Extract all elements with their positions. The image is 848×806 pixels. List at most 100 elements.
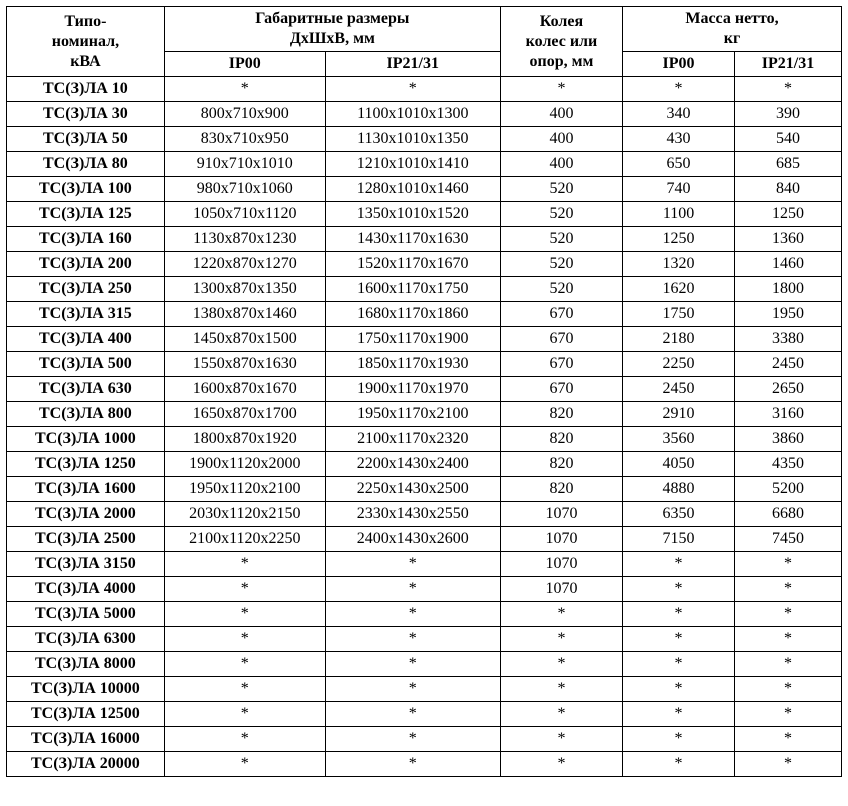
cell-model: ТС(З)ЛА 125 <box>7 202 165 227</box>
table-row: ТС(З)ЛА 50830х710х9501130х1010х135040043… <box>7 127 842 152</box>
cell-mass-ip21: 1800 <box>735 277 842 302</box>
header-dim-ip00: IP00 <box>164 52 325 77</box>
cell-model: ТС(З)ЛА 2000 <box>7 502 165 527</box>
cell-wheel: * <box>500 752 622 777</box>
cell-mass-ip21: * <box>735 677 842 702</box>
cell-dim-ip21: 1680х1170х1860 <box>325 302 500 327</box>
table-row: ТС(З)ЛА 25002100х1120х22502400х1430х2600… <box>7 527 842 552</box>
cell-dim-ip21: 1210х1010х1410 <box>325 152 500 177</box>
table-row: ТС(З)ЛА 3151380х870х14601680х1170х186067… <box>7 302 842 327</box>
cell-dim-ip00: * <box>164 652 325 677</box>
cell-mass-ip21: * <box>735 652 842 677</box>
cell-dim-ip21: 1600х1170х1750 <box>325 277 500 302</box>
header-mass-ip00: IP00 <box>623 52 735 77</box>
cell-wheel: 520 <box>500 277 622 302</box>
cell-mass-ip21: * <box>735 627 842 652</box>
cell-model: ТС(З)ЛА 630 <box>7 377 165 402</box>
table-row: ТС(З)ЛА 30800х710х9001100х1010х130040034… <box>7 102 842 127</box>
header-wheel-line2: колес или <box>526 33 598 50</box>
cell-model: ТС(З)ЛА 400 <box>7 327 165 352</box>
cell-model: ТС(З)ЛА 3150 <box>7 552 165 577</box>
cell-model: ТС(З)ЛА 2500 <box>7 527 165 552</box>
cell-mass-ip21: 840 <box>735 177 842 202</box>
header-dim-ip21: IP21/31 <box>325 52 500 77</box>
table-row: ТС(З)ЛА 20002030х1120х21502330х1430х2550… <box>7 502 842 527</box>
cell-model: ТС(З)ЛА 1000 <box>7 427 165 452</box>
cell-dim-ip00: 1450х870х1500 <box>164 327 325 352</box>
cell-wheel: 820 <box>500 452 622 477</box>
cell-dim-ip00: 2100х1120х2250 <box>164 527 325 552</box>
cell-dim-ip00: 1650х870х1700 <box>164 402 325 427</box>
cell-dim-ip21: 1520х1170х1670 <box>325 252 500 277</box>
cell-mass-ip21: * <box>735 602 842 627</box>
cell-mass-ip21: 1950 <box>735 302 842 327</box>
table-row: ТС(З)ЛА 3150**1070** <box>7 552 842 577</box>
table-row: ТС(З)ЛА 2001220х870х12701520х1170х167052… <box>7 252 842 277</box>
cell-dim-ip21: * <box>325 652 500 677</box>
cell-dim-ip21: * <box>325 752 500 777</box>
cell-model: ТС(З)ЛА 10 <box>7 77 165 102</box>
table-header: Типо- номинал, кВА Габаритные размеры Дх… <box>7 7 842 77</box>
header-dimensions-line2: ДхШхВ, мм <box>290 30 375 47</box>
header-wheel-line1: Колея <box>540 13 583 30</box>
cell-dim-ip21: 1100х1010х1300 <box>325 102 500 127</box>
cell-wheel: 520 <box>500 252 622 277</box>
cell-mass-ip21: 1460 <box>735 252 842 277</box>
cell-mass-ip21: 2450 <box>735 352 842 377</box>
cell-mass-ip21: 390 <box>735 102 842 127</box>
page: Типо- номинал, кВА Габаритные размеры Дх… <box>0 0 848 783</box>
cell-mass-ip00: 340 <box>623 102 735 127</box>
cell-wheel: 670 <box>500 327 622 352</box>
cell-dim-ip00: 1950х1120х2100 <box>164 477 325 502</box>
table-row: ТС(З)ЛА 10001800х870х19202100х1170х23208… <box>7 427 842 452</box>
cell-dim-ip00: * <box>164 627 325 652</box>
cell-model: ТС(З)ЛА 50 <box>7 127 165 152</box>
cell-mass-ip21: 1250 <box>735 202 842 227</box>
cell-mass-ip00: * <box>623 627 735 652</box>
cell-dim-ip21: 2330х1430х2550 <box>325 502 500 527</box>
cell-model: ТС(З)ЛА 200 <box>7 252 165 277</box>
cell-dim-ip21: 1280х1010х1460 <box>325 177 500 202</box>
cell-mass-ip00: 740 <box>623 177 735 202</box>
cell-dim-ip00: * <box>164 702 325 727</box>
cell-model: ТС(З)ЛА 80 <box>7 152 165 177</box>
cell-dim-ip00: 1050х710х1120 <box>164 202 325 227</box>
cell-mass-ip00: * <box>623 552 735 577</box>
cell-model: ТС(З)ЛА 6300 <box>7 627 165 652</box>
cell-mass-ip00: * <box>623 677 735 702</box>
cell-mass-ip21: 3160 <box>735 402 842 427</box>
cell-mass-ip00: 2180 <box>623 327 735 352</box>
cell-mass-ip21: 3860 <box>735 427 842 452</box>
cell-wheel: 1070 <box>500 502 622 527</box>
header-mass-ip21: IP21/31 <box>735 52 842 77</box>
cell-model: ТС(З)ЛА 1600 <box>7 477 165 502</box>
cell-dim-ip00: 1600х870х1670 <box>164 377 325 402</box>
header-mass-line2: кг <box>724 30 740 47</box>
cell-model: ТС(З)ЛА 5000 <box>7 602 165 627</box>
cell-dim-ip00: * <box>164 577 325 602</box>
cell-dim-ip00: * <box>164 727 325 752</box>
cell-mass-ip00: 1250 <box>623 227 735 252</box>
cell-model: ТС(З)ЛА 8000 <box>7 652 165 677</box>
cell-wheel: 520 <box>500 177 622 202</box>
cell-mass-ip21: 6680 <box>735 502 842 527</box>
header-model: Типо- номинал, кВА <box>7 7 165 77</box>
cell-wheel: 1070 <box>500 552 622 577</box>
cell-mass-ip00: 430 <box>623 127 735 152</box>
cell-dim-ip21: 2200х1430х2400 <box>325 452 500 477</box>
cell-dim-ip21: 1750х1170х1900 <box>325 327 500 352</box>
cell-dim-ip00: 1220х870х1270 <box>164 252 325 277</box>
cell-wheel: * <box>500 602 622 627</box>
cell-dim-ip00: * <box>164 77 325 102</box>
cell-model: ТС(З)ЛА 100 <box>7 177 165 202</box>
cell-mass-ip21: 1360 <box>735 227 842 252</box>
cell-model: ТС(З)ЛА 10000 <box>7 677 165 702</box>
table-row: ТС(З)ЛА 8000***** <box>7 652 842 677</box>
cell-mass-ip00: * <box>623 752 735 777</box>
cell-wheel: * <box>500 652 622 677</box>
cell-mass-ip00: 6350 <box>623 502 735 527</box>
cell-dim-ip21: * <box>325 627 500 652</box>
cell-dim-ip00: 1380х870х1460 <box>164 302 325 327</box>
cell-model: ТС(З)ЛА 160 <box>7 227 165 252</box>
cell-dim-ip21: 1850х1170х1930 <box>325 352 500 377</box>
